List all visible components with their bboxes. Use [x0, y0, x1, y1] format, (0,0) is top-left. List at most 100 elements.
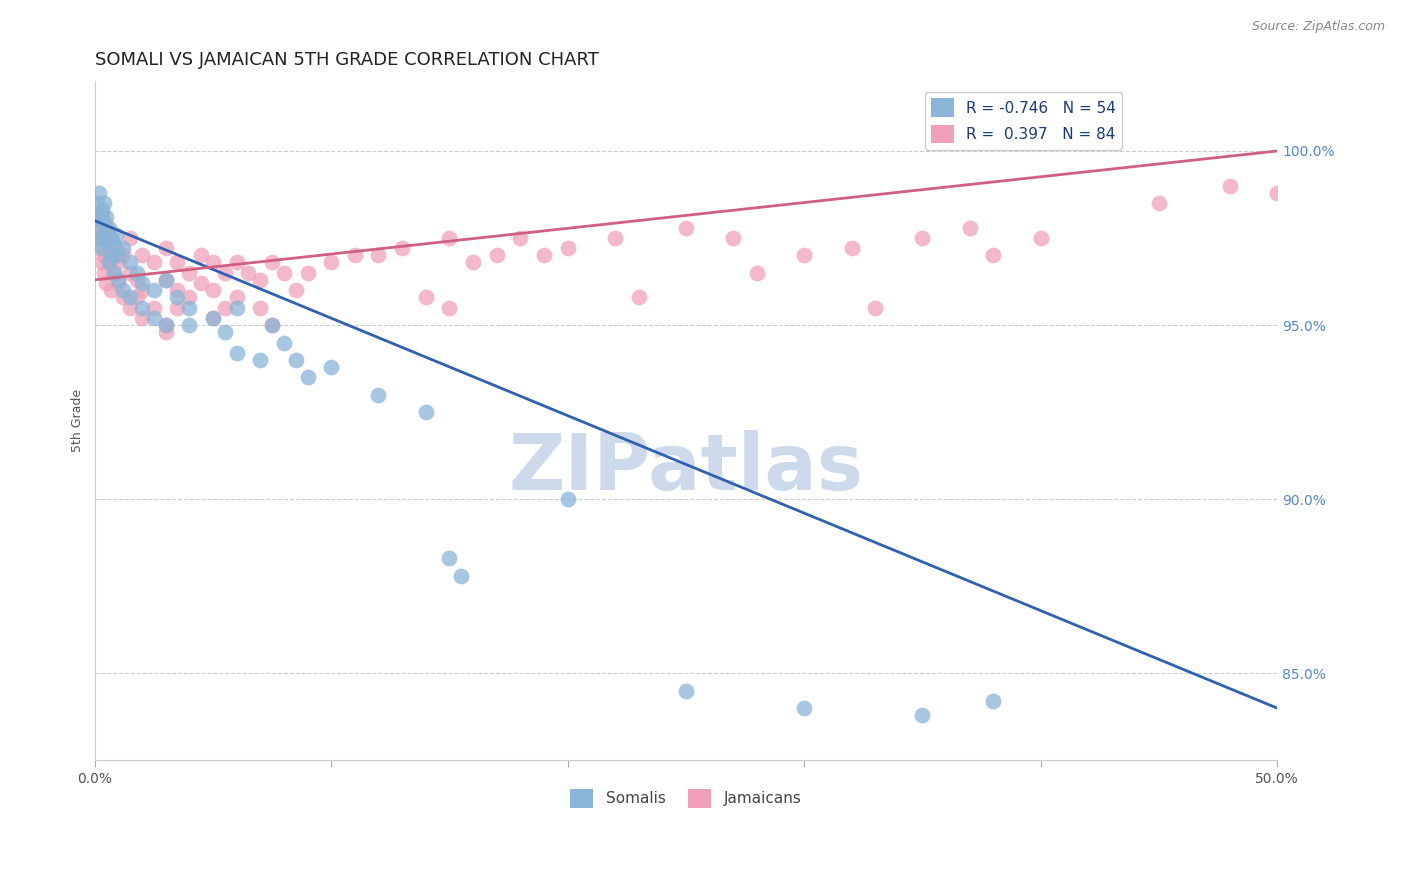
Point	[127, 273, 149, 287]
Point	[91, 231, 114, 245]
Point	[103, 266, 125, 280]
Point	[415, 290, 437, 304]
Point	[190, 277, 212, 291]
Point	[321, 255, 343, 269]
Point	[107, 277, 129, 291]
Point	[1265, 186, 1288, 200]
Point	[201, 255, 224, 269]
Point	[127, 290, 149, 304]
Point	[100, 231, 122, 245]
Point	[86, 231, 108, 245]
Point	[104, 242, 127, 256]
Point	[142, 311, 165, 326]
Point	[260, 318, 283, 332]
Point	[225, 301, 247, 315]
Point	[107, 273, 129, 287]
Point	[120, 266, 142, 280]
Point	[179, 266, 201, 280]
Point	[93, 266, 115, 280]
Point	[284, 353, 307, 368]
Point	[214, 301, 236, 315]
Point	[96, 210, 118, 224]
Point	[391, 242, 413, 256]
Point	[100, 231, 122, 245]
Point	[284, 283, 307, 297]
Point	[142, 283, 165, 297]
Point	[131, 248, 153, 262]
Point	[97, 220, 120, 235]
Point	[104, 227, 127, 242]
Point	[793, 701, 815, 715]
Point	[367, 248, 389, 262]
Point	[142, 301, 165, 315]
Point	[249, 273, 271, 287]
Point	[103, 266, 125, 280]
Point	[343, 248, 366, 262]
Point	[485, 248, 508, 262]
Point	[166, 301, 188, 315]
Point	[214, 325, 236, 339]
Point	[1147, 196, 1170, 211]
Point	[675, 220, 697, 235]
Point	[201, 311, 224, 326]
Point	[238, 266, 260, 280]
Point	[96, 220, 118, 235]
Point	[439, 551, 461, 566]
Point	[983, 694, 1005, 708]
Point	[745, 266, 768, 280]
Point	[131, 301, 153, 315]
Text: ZIPatlas: ZIPatlas	[509, 431, 863, 507]
Point	[155, 273, 177, 287]
Point	[439, 231, 461, 245]
Point	[90, 231, 112, 245]
Point	[112, 283, 135, 297]
Point	[87, 207, 110, 221]
Point	[166, 255, 188, 269]
Point	[155, 318, 177, 332]
Point	[131, 283, 153, 297]
Point	[533, 248, 555, 262]
Point	[86, 196, 108, 211]
Point	[87, 213, 110, 227]
Point	[93, 196, 115, 211]
Point	[841, 242, 863, 256]
Point	[142, 255, 165, 269]
Point	[249, 301, 271, 315]
Point	[321, 359, 343, 374]
Point	[260, 318, 283, 332]
Point	[127, 266, 149, 280]
Point	[225, 255, 247, 269]
Point	[297, 266, 319, 280]
Point	[1029, 231, 1052, 245]
Point	[461, 255, 484, 269]
Point	[90, 203, 112, 218]
Point	[103, 248, 125, 262]
Point	[959, 220, 981, 235]
Point	[93, 248, 115, 262]
Point	[297, 370, 319, 384]
Point	[90, 255, 112, 269]
Point	[166, 290, 188, 304]
Point	[983, 248, 1005, 262]
Point	[179, 318, 201, 332]
Point	[103, 238, 125, 252]
Point	[97, 255, 120, 269]
Point	[112, 248, 135, 262]
Point	[97, 255, 120, 269]
Point	[179, 301, 201, 315]
Text: SOMALI VS JAMAICAN 5TH GRADE CORRELATION CHART: SOMALI VS JAMAICAN 5TH GRADE CORRELATION…	[94, 51, 599, 69]
Point	[155, 273, 177, 287]
Point	[112, 290, 135, 304]
Point	[911, 231, 934, 245]
Point	[1219, 178, 1241, 193]
Point	[166, 283, 188, 297]
Point	[120, 290, 142, 304]
Point	[93, 227, 115, 242]
Point	[793, 248, 815, 262]
Point	[415, 405, 437, 419]
Point	[201, 311, 224, 326]
Point	[723, 231, 745, 245]
Point	[155, 242, 177, 256]
Point	[179, 290, 201, 304]
Point	[367, 388, 389, 402]
